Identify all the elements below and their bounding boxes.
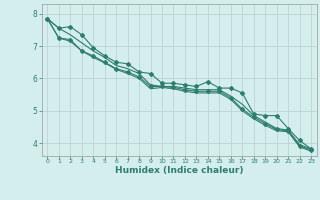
X-axis label: Humidex (Indice chaleur): Humidex (Indice chaleur) <box>115 166 244 175</box>
